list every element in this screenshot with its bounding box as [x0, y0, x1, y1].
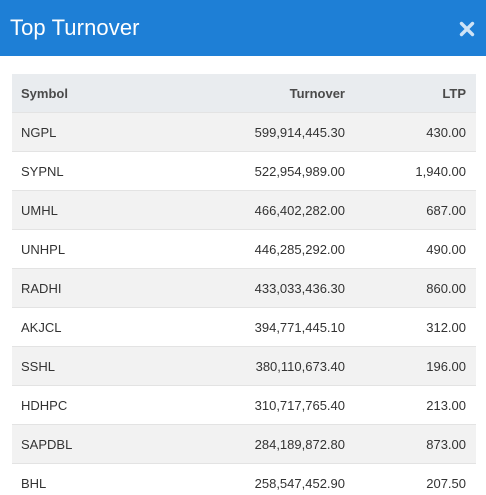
- cell-ltp: 687.00: [345, 190, 476, 230]
- table-row[interactable]: SSHL 380,110,673.40 196.00: [12, 346, 476, 386]
- turnover-table: Symbol Turnover LTP NGPL 599,914,445.30 43…: [12, 74, 476, 495]
- cell-turnover: 599,914,445.30: [171, 112, 345, 152]
- table-row[interactable]: SYPNL 522,954,989.00 1,940.00: [12, 151, 476, 191]
- close-button[interactable]: [456, 18, 478, 40]
- table-row[interactable]: HDHPC 310,717,765.40 213.00: [12, 385, 476, 425]
- cell-ltp: 196.00: [345, 346, 476, 386]
- cell-symbol[interactable]: UMHL: [12, 190, 171, 230]
- modal-header: Top Turnover: [0, 0, 486, 56]
- table-row[interactable]: NGPL 599,914,445.30 430.00: [12, 112, 476, 152]
- table-row[interactable]: SAPDBL 284,189,872.80 873.00: [12, 424, 476, 464]
- cell-symbol[interactable]: BHL: [12, 463, 171, 495]
- cell-turnover: 522,954,989.00: [171, 151, 345, 191]
- cell-symbol[interactable]: SAPDBL: [12, 424, 171, 464]
- cell-ltp: 430.00: [345, 112, 476, 152]
- table-row[interactable]: UMHL 466,402,282.00 687.00: [12, 190, 476, 230]
- cell-turnover: 284,189,872.80: [171, 424, 345, 464]
- cell-ltp: 873.00: [345, 424, 476, 464]
- column-header-ltp[interactable]: LTP: [442, 85, 466, 101]
- cell-symbol[interactable]: HDHPC: [12, 385, 171, 425]
- column-header-turnover[interactable]: Turnover: [289, 85, 345, 101]
- cell-turnover: 433,033,436.30: [171, 268, 345, 308]
- cell-turnover: 380,110,673.40: [171, 346, 345, 386]
- cell-symbol[interactable]: SYPNL: [12, 151, 171, 191]
- table-row[interactable]: BHL 258,547,452.90 207.50: [12, 463, 476, 495]
- cell-symbol[interactable]: AKJCL: [12, 307, 171, 347]
- cell-turnover: 446,285,292.00: [171, 229, 345, 269]
- turnover-table-container: Symbol Turnover LTP NGPL 599,914,445.30 43…: [12, 74, 476, 495]
- close-icon: [459, 21, 475, 37]
- cell-ltp: 1,940.00: [345, 151, 476, 191]
- cell-ltp: 490.00: [345, 229, 476, 269]
- cell-ltp: 312.00: [345, 307, 476, 347]
- cell-turnover: 310,717,765.40: [171, 385, 345, 425]
- cell-ltp: 860.00: [345, 268, 476, 308]
- cell-symbol[interactable]: UNHPL: [12, 229, 171, 269]
- cell-symbol[interactable]: NGPL: [12, 112, 171, 152]
- table-row[interactable]: AKJCL 394,771,445.10 312.00: [12, 307, 476, 347]
- table-header-row: Symbol Turnover LTP: [12, 74, 476, 113]
- cell-ltp: 207.50: [345, 463, 476, 495]
- table-row[interactable]: RADHI 433,033,436.30 860.00: [12, 268, 476, 308]
- cell-turnover: 466,402,282.00: [171, 190, 345, 230]
- column-header-symbol[interactable]: Symbol: [21, 85, 68, 101]
- cell-turnover: 394,771,445.10: [171, 307, 345, 347]
- modal-title: Top Turnover: [10, 15, 140, 40]
- cell-symbol[interactable]: RADHI: [12, 268, 171, 308]
- cell-symbol[interactable]: SSHL: [12, 346, 171, 386]
- table-body: NGPL 599,914,445.30 430.00 SYPNL 522,954,989…: [12, 112, 476, 495]
- table-row[interactable]: UNHPL 446,285,292.00 490.00: [12, 229, 476, 269]
- cell-ltp: 213.00: [345, 385, 476, 425]
- cell-turnover: 258,547,452.90: [171, 463, 345, 495]
